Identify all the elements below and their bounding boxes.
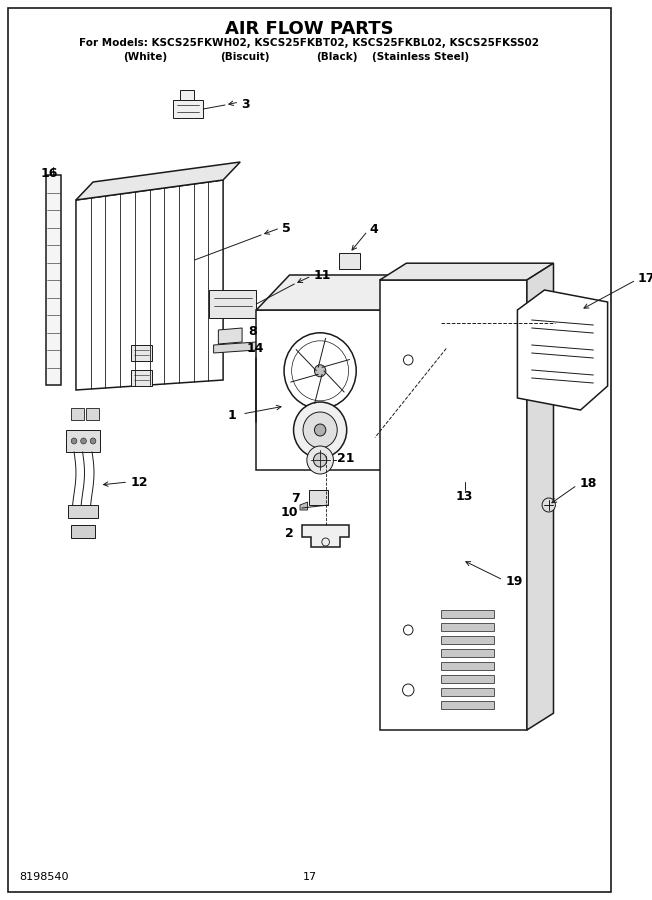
Polygon shape bbox=[441, 675, 494, 683]
Circle shape bbox=[303, 412, 337, 448]
Text: 4: 4 bbox=[370, 223, 378, 236]
Text: AIR FLOW PARTS: AIR FLOW PARTS bbox=[225, 20, 394, 38]
Polygon shape bbox=[173, 100, 203, 118]
Polygon shape bbox=[441, 649, 494, 657]
Text: (Black): (Black) bbox=[317, 52, 358, 62]
Polygon shape bbox=[181, 90, 194, 100]
Polygon shape bbox=[441, 636, 494, 644]
Polygon shape bbox=[379, 263, 554, 280]
Text: 7: 7 bbox=[291, 492, 300, 505]
Text: 1: 1 bbox=[228, 410, 237, 422]
Polygon shape bbox=[408, 275, 441, 470]
Text: 11: 11 bbox=[314, 269, 331, 282]
Polygon shape bbox=[308, 490, 327, 505]
Polygon shape bbox=[339, 253, 360, 269]
Polygon shape bbox=[46, 175, 61, 385]
Text: 18: 18 bbox=[579, 477, 597, 490]
Text: (Biscuit): (Biscuit) bbox=[220, 52, 269, 62]
Text: 3: 3 bbox=[241, 98, 250, 111]
Circle shape bbox=[314, 453, 327, 467]
Polygon shape bbox=[131, 345, 152, 361]
Polygon shape bbox=[256, 275, 441, 310]
Polygon shape bbox=[441, 610, 494, 618]
Polygon shape bbox=[302, 525, 349, 547]
Circle shape bbox=[293, 402, 347, 458]
Polygon shape bbox=[76, 180, 223, 390]
Polygon shape bbox=[87, 408, 98, 420]
Text: 16: 16 bbox=[41, 167, 58, 180]
Text: 8198540: 8198540 bbox=[19, 872, 68, 882]
Polygon shape bbox=[441, 701, 494, 709]
Polygon shape bbox=[76, 162, 240, 200]
Text: 19: 19 bbox=[505, 575, 522, 588]
Circle shape bbox=[284, 333, 356, 409]
Polygon shape bbox=[527, 263, 554, 730]
Circle shape bbox=[90, 438, 96, 444]
Polygon shape bbox=[218, 328, 242, 344]
Circle shape bbox=[314, 364, 326, 377]
Text: 17: 17 bbox=[303, 872, 317, 882]
Text: 14: 14 bbox=[247, 342, 264, 355]
Polygon shape bbox=[209, 290, 256, 318]
Circle shape bbox=[314, 424, 326, 436]
Polygon shape bbox=[256, 310, 408, 470]
Polygon shape bbox=[214, 342, 256, 353]
Circle shape bbox=[81, 438, 87, 444]
Polygon shape bbox=[379, 280, 527, 730]
Text: 13: 13 bbox=[456, 490, 473, 503]
Text: For Models: KSCS25FKWH02, KSCS25FKBT02, KSCS25FKBL02, KSCS25FKSS02: For Models: KSCS25FKWH02, KSCS25FKBT02, … bbox=[80, 38, 539, 48]
Circle shape bbox=[307, 446, 333, 474]
Polygon shape bbox=[67, 430, 100, 452]
Polygon shape bbox=[300, 502, 308, 510]
Text: 2: 2 bbox=[285, 527, 293, 540]
Polygon shape bbox=[71, 525, 95, 538]
Polygon shape bbox=[131, 370, 152, 386]
Polygon shape bbox=[71, 408, 83, 420]
Text: (Stainless Steel): (Stainless Steel) bbox=[372, 52, 469, 62]
Polygon shape bbox=[441, 688, 494, 696]
Polygon shape bbox=[441, 623, 494, 631]
Circle shape bbox=[542, 498, 556, 512]
Polygon shape bbox=[451, 350, 472, 480]
Text: 5: 5 bbox=[282, 222, 291, 235]
Polygon shape bbox=[441, 662, 494, 670]
Text: (White): (White) bbox=[123, 52, 168, 62]
Text: 21: 21 bbox=[337, 452, 355, 465]
Polygon shape bbox=[518, 290, 608, 410]
Text: 17: 17 bbox=[638, 272, 652, 285]
Polygon shape bbox=[68, 505, 98, 518]
Polygon shape bbox=[456, 480, 469, 660]
Text: 8: 8 bbox=[249, 325, 258, 338]
Circle shape bbox=[71, 438, 77, 444]
Text: 10: 10 bbox=[281, 506, 299, 519]
Text: 12: 12 bbox=[130, 476, 147, 489]
